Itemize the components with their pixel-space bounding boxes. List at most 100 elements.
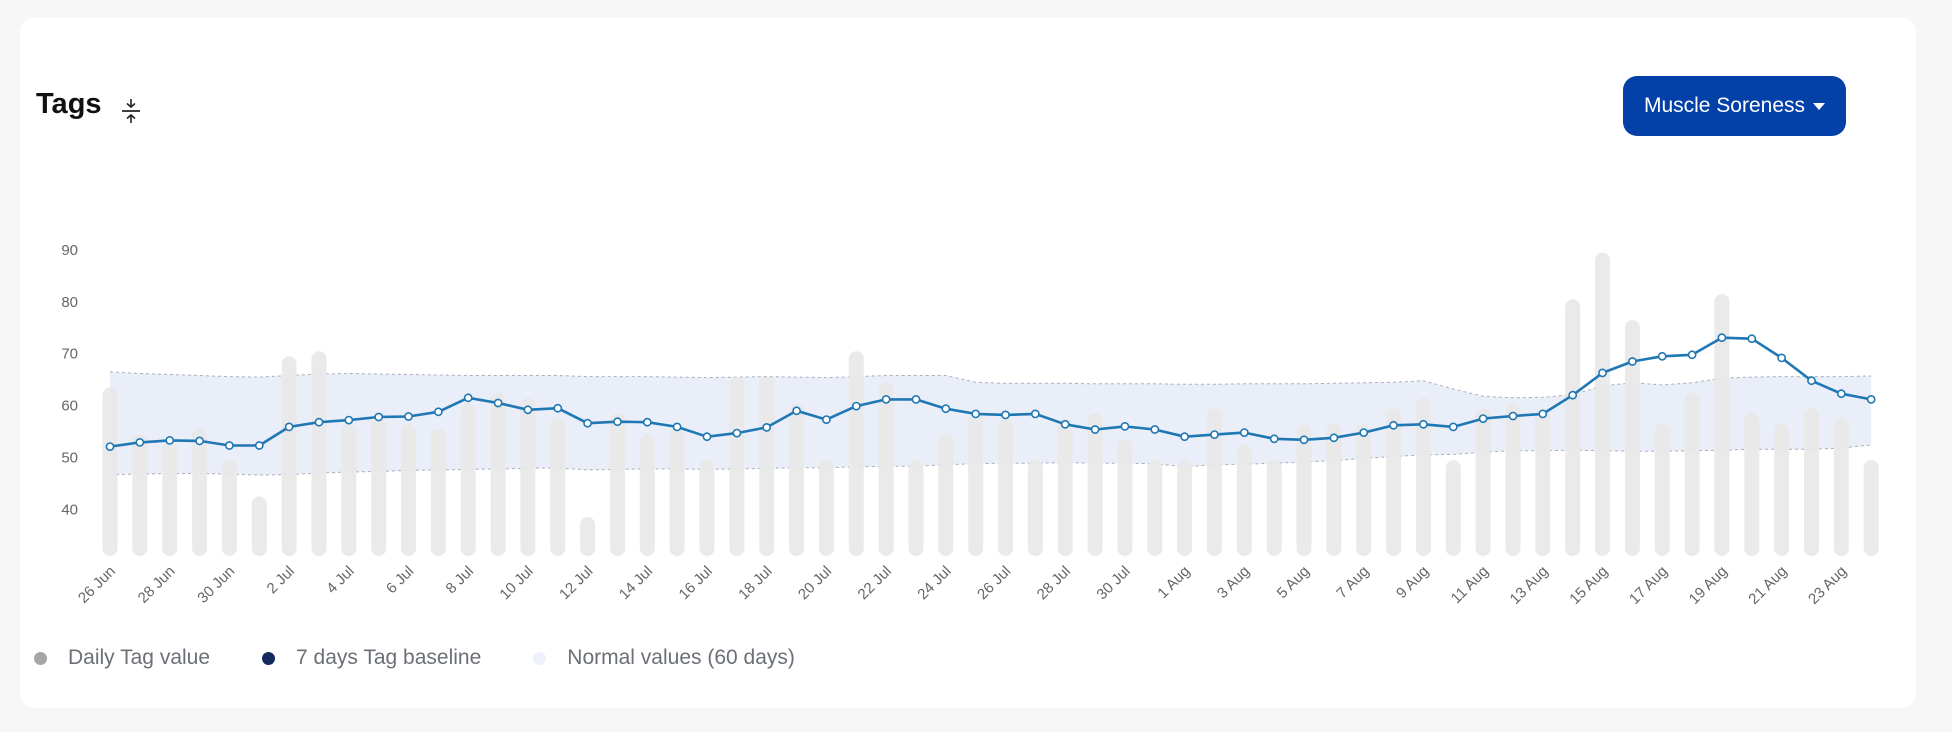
x-tick-label: 13 Aug bbox=[1507, 563, 1552, 608]
baseline-point bbox=[1538, 409, 1548, 419]
baseline-point bbox=[583, 418, 592, 428]
baseline-point bbox=[732, 428, 742, 438]
x-tick-label: 22 Jul bbox=[855, 563, 895, 603]
baseline-point bbox=[971, 409, 981, 419]
x-tick-label: 24 Jul bbox=[914, 563, 954, 603]
x-tick-label: 18 Jul bbox=[735, 563, 775, 603]
daily-bar bbox=[192, 428, 208, 556]
x-tick-label: 8 Jul bbox=[443, 563, 477, 597]
baseline-point bbox=[165, 435, 175, 445]
baseline-point bbox=[105, 442, 115, 451]
y-tick-label: 40 bbox=[61, 501, 78, 518]
x-tick-label: 4 Jul bbox=[323, 563, 357, 597]
legend-label-baseline: 7 days Tag baseline bbox=[296, 646, 482, 669]
daily-bar bbox=[430, 428, 446, 556]
daily-bar bbox=[1475, 408, 1491, 556]
daily-bar bbox=[1714, 294, 1730, 556]
daily-bar bbox=[1863, 460, 1879, 556]
x-tick-label: 26 Jul bbox=[974, 563, 1014, 603]
baseline-point bbox=[523, 405, 533, 415]
baseline-point bbox=[792, 406, 801, 416]
legend: Daily Tag value 7 days Tag baseline Norm… bbox=[34, 646, 847, 670]
baseline-point bbox=[344, 415, 354, 425]
x-tick-label: 30 Jun bbox=[194, 563, 238, 607]
daily-bar bbox=[281, 356, 297, 556]
baseline-point bbox=[1628, 357, 1637, 366]
daily-bar bbox=[1654, 423, 1670, 556]
y-tick-label: 80 bbox=[61, 294, 78, 311]
baseline-point bbox=[314, 417, 324, 427]
baseline-point bbox=[822, 415, 831, 424]
y-tick-label: 70 bbox=[61, 346, 78, 363]
baseline-point bbox=[1001, 410, 1010, 420]
x-tick-label: 23 Aug bbox=[1805, 563, 1850, 608]
baseline-point bbox=[553, 403, 563, 413]
page-title: Tags bbox=[36, 88, 102, 120]
baseline-point bbox=[1060, 419, 1070, 429]
baseline-point bbox=[613, 417, 622, 427]
x-tick-label: 3 Aug bbox=[1214, 563, 1253, 602]
x-tick-label: 9 Aug bbox=[1393, 563, 1432, 602]
daily-bar bbox=[699, 460, 715, 556]
daily-bar bbox=[251, 496, 267, 556]
baseline-point bbox=[1269, 434, 1279, 444]
daily-bar bbox=[729, 377, 745, 556]
x-tick-label: 17 Aug bbox=[1626, 563, 1671, 608]
daily-bar bbox=[669, 428, 685, 556]
daily-bar bbox=[818, 460, 834, 556]
x-tick-label: 21 Aug bbox=[1745, 563, 1790, 608]
daily-bar bbox=[102, 387, 118, 556]
baseline-point bbox=[1836, 389, 1846, 399]
x-tick-label: 15 Aug bbox=[1566, 563, 1611, 608]
daily-bar bbox=[1027, 460, 1043, 556]
baseline-point bbox=[135, 437, 145, 447]
baseline-point bbox=[642, 417, 652, 427]
collapse-icon[interactable] bbox=[118, 96, 144, 126]
baseline-point bbox=[224, 441, 234, 450]
daily-bar bbox=[580, 517, 596, 556]
x-tick-label: 6 Jul bbox=[383, 563, 417, 597]
baseline-point bbox=[941, 404, 951, 414]
daily-bar bbox=[1744, 413, 1760, 556]
x-tick-label: 14 Jul bbox=[616, 563, 656, 603]
baseline-line bbox=[105, 333, 1876, 451]
baseline-point bbox=[284, 422, 294, 432]
legend-item-daily[interactable]: Daily Tag value bbox=[34, 646, 210, 670]
daily-bar bbox=[132, 434, 148, 556]
daily-bar bbox=[1117, 439, 1133, 556]
legend-item-normal[interactable]: Normal values (60 days) bbox=[533, 646, 795, 670]
daily-bar bbox=[1565, 299, 1581, 556]
daily-bar bbox=[550, 418, 566, 556]
daily-bar bbox=[1326, 423, 1342, 556]
tag-select-dropdown[interactable]: Muscle Soreness bbox=[1623, 76, 1846, 136]
baseline-point bbox=[493, 398, 503, 408]
daily-bar bbox=[311, 351, 327, 556]
x-tick-label: 11 Aug bbox=[1448, 563, 1492, 607]
x-tick-label: 7 Aug bbox=[1333, 563, 1372, 602]
baseline-point bbox=[463, 393, 473, 403]
daily-bar bbox=[1624, 320, 1640, 556]
daily-bar bbox=[1087, 413, 1103, 556]
baseline-point bbox=[1568, 390, 1578, 400]
x-tick-label: 26 Jun bbox=[75, 563, 119, 607]
x-tick-label: 19 Aug bbox=[1686, 563, 1731, 608]
daily-bar bbox=[1774, 423, 1790, 556]
x-tick-label: 28 Jul bbox=[1034, 563, 1074, 603]
baseline-point bbox=[1239, 428, 1249, 437]
daily-bar bbox=[1147, 460, 1163, 556]
daily-bar bbox=[1356, 423, 1372, 556]
legend-swatch-normal bbox=[533, 651, 547, 665]
baseline-point bbox=[195, 436, 204, 446]
daily-bar bbox=[371, 418, 387, 556]
daily-bar bbox=[938, 434, 954, 556]
legend-label-daily: Daily Tag value bbox=[68, 646, 211, 669]
legend-item-baseline[interactable]: 7 days Tag baseline bbox=[262, 646, 481, 670]
x-tick-label: 28 Jun bbox=[135, 563, 179, 607]
baseline-point bbox=[1359, 428, 1369, 437]
daily-bar bbox=[221, 460, 237, 556]
daily-bar bbox=[1804, 408, 1819, 556]
baseline-point bbox=[1866, 394, 1876, 404]
baseline-point bbox=[1448, 422, 1458, 432]
daily-bar bbox=[341, 423, 357, 556]
baseline-point bbox=[1807, 376, 1816, 386]
